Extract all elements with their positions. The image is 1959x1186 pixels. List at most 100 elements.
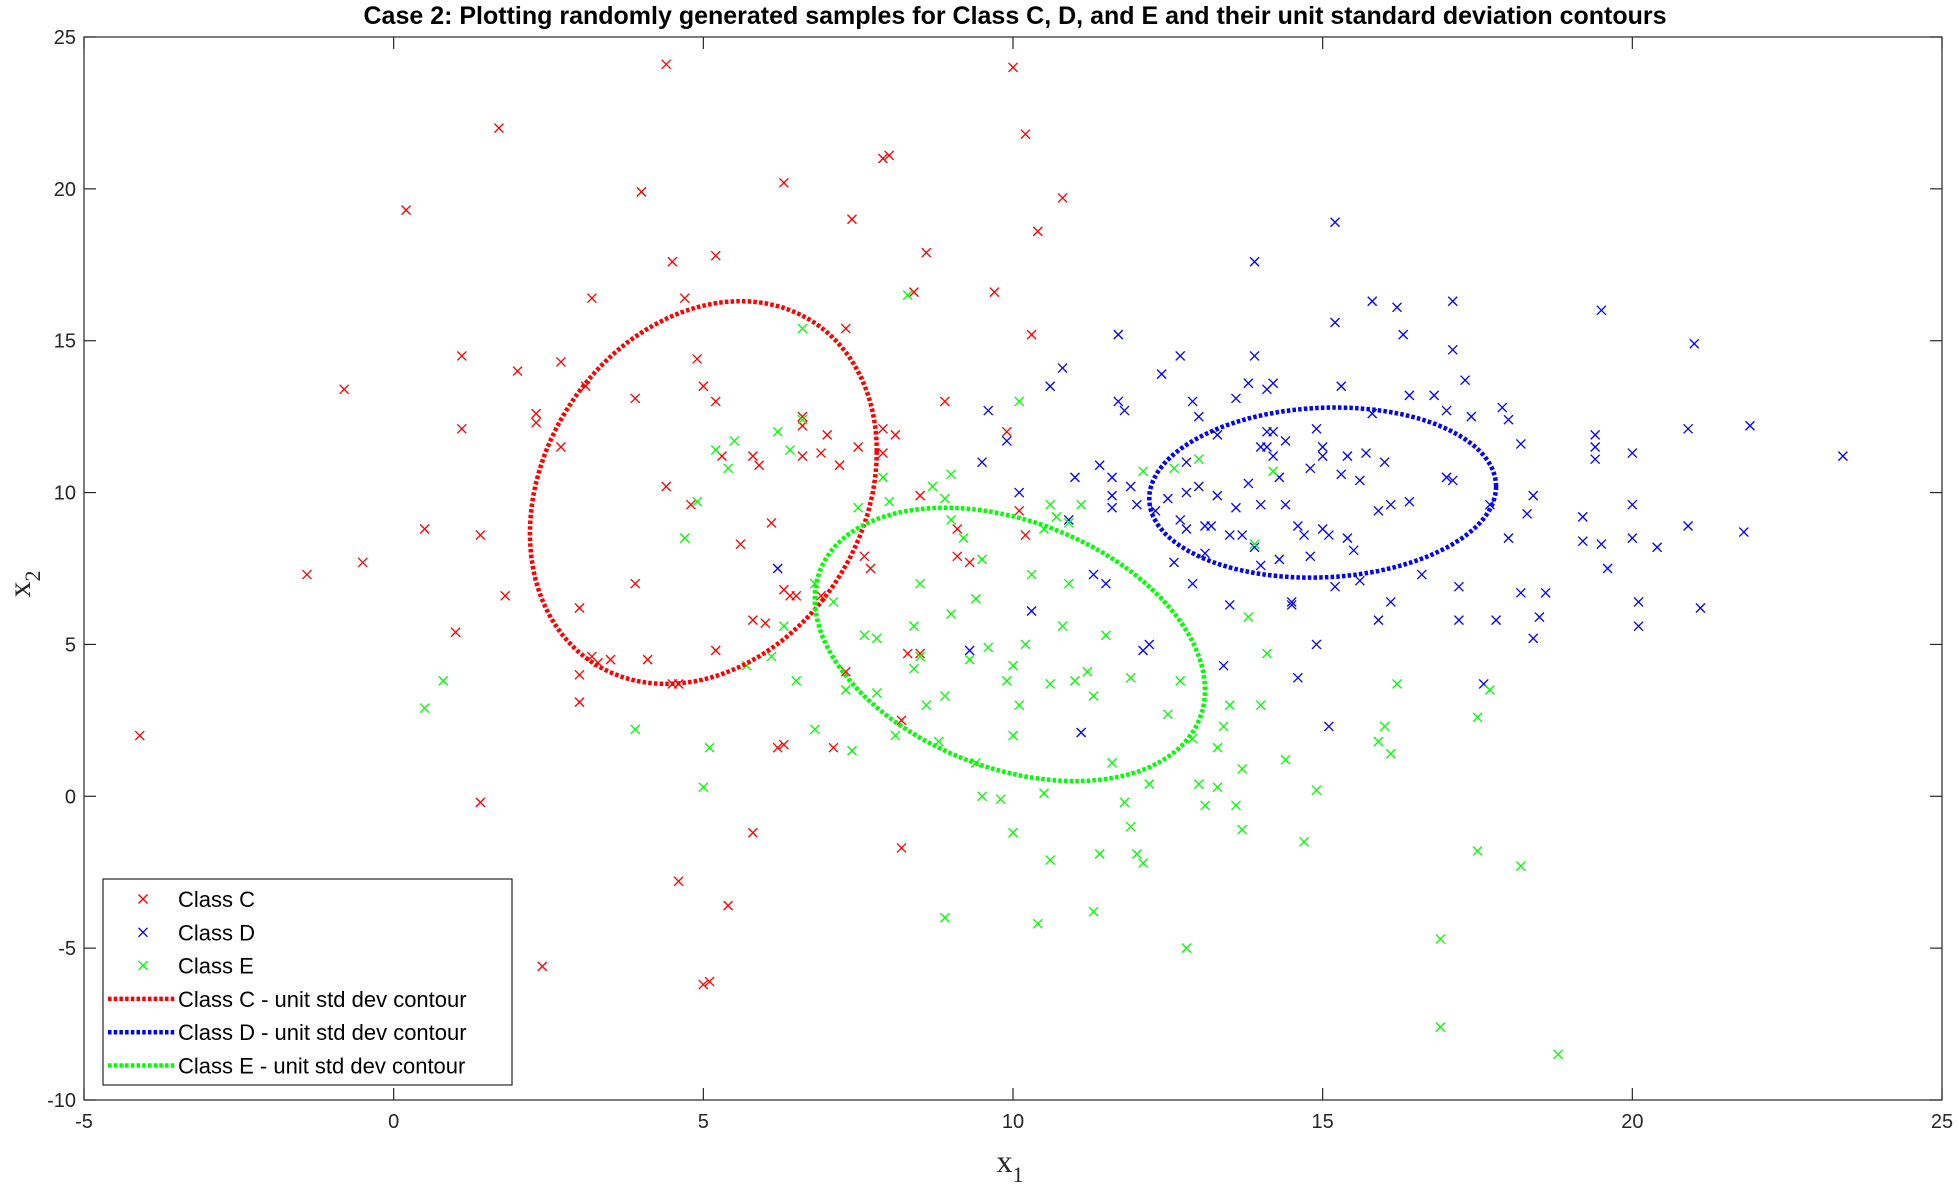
data-point xyxy=(946,469,957,480)
data-point xyxy=(977,791,987,802)
data-point xyxy=(983,405,994,416)
data-point xyxy=(1528,633,1539,644)
data-point xyxy=(1119,797,1130,808)
data-point xyxy=(871,633,882,644)
data-point xyxy=(661,481,672,492)
data-point xyxy=(1633,621,1644,632)
data-point xyxy=(964,557,975,568)
data-point xyxy=(853,502,864,513)
data-point xyxy=(1162,709,1173,720)
data-point xyxy=(1354,575,1365,586)
data-point xyxy=(1243,612,1254,623)
data-point xyxy=(1088,691,1099,702)
data-point xyxy=(859,551,870,562)
data-point xyxy=(419,524,430,534)
data-point xyxy=(1249,256,1260,267)
data-point xyxy=(679,293,690,304)
data-point xyxy=(1342,451,1353,462)
data-point xyxy=(1435,934,1446,944)
data-point xyxy=(1162,493,1173,504)
data-point xyxy=(1336,469,1347,480)
data-point xyxy=(946,514,957,525)
data-point xyxy=(1082,666,1093,677)
data-point xyxy=(946,609,957,620)
data-point xyxy=(1169,463,1179,474)
data-point xyxy=(1311,639,1322,650)
data-point xyxy=(1441,405,1452,416)
data-point xyxy=(574,669,585,680)
data-point xyxy=(952,524,963,534)
data-point xyxy=(1441,472,1452,483)
y-tick-label: -10 xyxy=(47,1090,76,1112)
data-point xyxy=(884,150,895,161)
data-point xyxy=(970,593,981,604)
data-point xyxy=(500,590,511,601)
data-point xyxy=(692,496,703,507)
data-point xyxy=(939,912,950,923)
y-tick-label: 0 xyxy=(65,786,76,808)
data-point xyxy=(401,205,412,216)
data-point xyxy=(698,979,709,990)
data-point xyxy=(1305,551,1316,562)
data-point xyxy=(1299,836,1310,847)
data-point xyxy=(877,153,888,164)
data-point xyxy=(1373,615,1384,626)
data-point xyxy=(1602,563,1613,574)
chart-title: Case 2: Plotting randomly generated samp… xyxy=(363,2,1666,30)
data-point xyxy=(822,429,833,440)
data-point xyxy=(747,451,758,462)
data-point xyxy=(1379,457,1390,468)
data-point xyxy=(1100,630,1111,641)
data-point xyxy=(1689,338,1700,349)
data-point xyxy=(747,827,758,838)
data-point xyxy=(840,685,851,695)
data-point xyxy=(939,493,950,504)
data-point xyxy=(1020,530,1031,541)
data-point xyxy=(723,463,734,474)
data-point xyxy=(1503,414,1514,425)
data-point xyxy=(1020,639,1031,650)
data-point xyxy=(710,396,721,407)
data-point xyxy=(1224,599,1235,610)
data-point xyxy=(1243,378,1254,389)
data-point xyxy=(1453,581,1464,592)
data-point xyxy=(1416,569,1427,580)
data-point xyxy=(766,651,777,662)
data-point xyxy=(1311,423,1322,434)
data-point xyxy=(1286,599,1297,610)
x-axis-label-main: x xyxy=(997,1143,1013,1179)
data-point xyxy=(729,435,740,446)
data-point xyxy=(642,654,653,665)
data-point xyxy=(1695,603,1706,613)
data-point xyxy=(1237,763,1248,774)
data-point xyxy=(927,481,938,492)
legend-label: Class E xyxy=(178,954,254,979)
data-point xyxy=(630,578,641,589)
data-point xyxy=(939,396,950,407)
data-point xyxy=(1497,402,1508,413)
data-point xyxy=(1484,685,1495,695)
data-point xyxy=(859,630,870,641)
data-point xyxy=(1429,390,1440,401)
data-point xyxy=(1144,639,1155,650)
data-point xyxy=(915,648,926,659)
data-point xyxy=(754,460,765,471)
data-point xyxy=(1447,296,1458,307)
data-point xyxy=(1249,542,1260,553)
data-point xyxy=(1039,788,1049,799)
data-point xyxy=(531,408,542,419)
data-point xyxy=(1652,542,1663,553)
data-point xyxy=(1342,533,1353,544)
data-point xyxy=(1596,539,1607,550)
data-point xyxy=(704,976,715,987)
data-point xyxy=(1280,499,1291,510)
data-point xyxy=(1633,596,1644,607)
data-point xyxy=(1057,193,1068,203)
data-point xyxy=(630,393,641,404)
data-point xyxy=(1224,530,1235,541)
data-point xyxy=(921,700,932,711)
data-point xyxy=(475,797,486,808)
data-point xyxy=(698,782,709,793)
legend-label: Class C - unit std dev contour xyxy=(178,987,467,1012)
data-point xyxy=(1193,481,1204,492)
